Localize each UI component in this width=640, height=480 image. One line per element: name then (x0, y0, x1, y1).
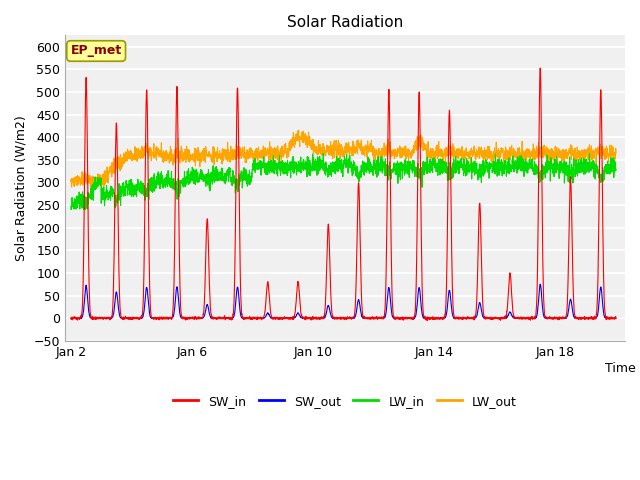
Line: SW_in: SW_in (71, 68, 616, 321)
LW_in (365, 157, 373, 163)
SW_out (588, 315, 596, 321)
LW_out (479, 149, 486, 155)
LW_out (463, 151, 470, 156)
LW_in (588, 159, 596, 165)
LW_out (90, 185, 98, 191)
SW_in (365, 315, 372, 321)
LW_out (67, 179, 75, 184)
SW_in (588, 316, 596, 322)
SW_in (116, 307, 124, 312)
Legend: SW_in, SW_out, LW_in, LW_out: SW_in, SW_out, LW_in, LW_out (168, 390, 522, 413)
Line: LW_in: LW_in (71, 154, 616, 210)
LW_in (463, 156, 470, 161)
SW_in (67, 316, 75, 322)
LW_in (319, 151, 327, 156)
SW_out (365, 316, 372, 322)
SW_in (612, 315, 620, 321)
Title: Solar Radiation: Solar Radiation (287, 15, 403, 30)
LW_in (420, 159, 428, 165)
SW_out (420, 315, 428, 321)
SW_out (67, 315, 75, 321)
Text: EP_met: EP_met (70, 45, 122, 58)
LW_out (588, 156, 596, 162)
Line: SW_out: SW_out (71, 284, 616, 319)
LW_out (612, 150, 620, 156)
SW_in (463, 315, 470, 321)
SW_out (499, 316, 506, 322)
X-axis label: Time: Time (605, 362, 636, 375)
SW_out (536, 281, 544, 287)
LW_in (67, 204, 75, 209)
LW_out (365, 147, 373, 153)
LW_in (116, 193, 124, 199)
SW_out (462, 315, 470, 321)
SW_in (536, 65, 544, 71)
SW_out (478, 311, 486, 317)
LW_out (295, 128, 303, 133)
LW_in (67, 207, 75, 213)
SW_out (116, 314, 124, 320)
SW_in (479, 293, 486, 299)
LW_in (479, 168, 486, 173)
Y-axis label: Solar Radiation (W/m2): Solar Radiation (W/m2) (15, 115, 28, 261)
Line: LW_out: LW_out (71, 131, 616, 188)
LW_in (612, 167, 620, 172)
LW_out (116, 161, 124, 167)
LW_out (420, 144, 428, 150)
SW_in (420, 314, 428, 320)
SW_out (612, 315, 620, 321)
SW_in (423, 318, 431, 324)
